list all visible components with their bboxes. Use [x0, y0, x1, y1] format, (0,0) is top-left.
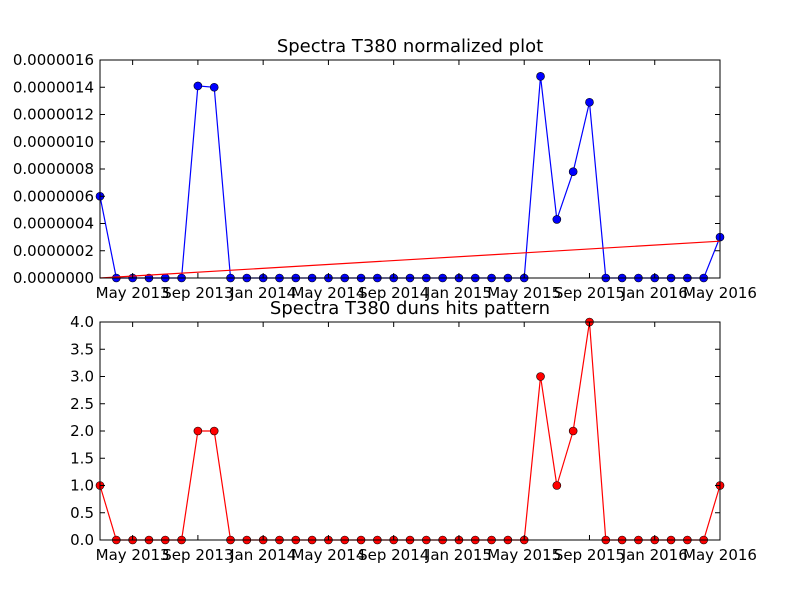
x-tick-label: May 2013 [96, 284, 170, 302]
y-tick-label: 0.5 [70, 504, 94, 522]
chart-title: Spectra T380 duns hits pattern [270, 298, 550, 319]
axes-frame [99, 321, 721, 541]
chart-normalized-plot: Spectra T380 normalized plot 0.00000000.… [13, 36, 757, 302]
data-point [568, 426, 578, 436]
x-tick-label: May 2013 [96, 546, 170, 564]
y-tick-label: 0.0000014 [13, 78, 94, 96]
x-tick-label: Jan 2015 [425, 546, 492, 564]
axes-frame [99, 59, 721, 279]
y-tick-label: 0.0000002 [13, 242, 94, 260]
x-tick-label: May 2014 [291, 284, 365, 302]
axes: 0.0000000 0.0000002 0.0000004 0.0000006 0.00… [13, 51, 757, 302]
chart-title: Spectra T380 normalized plot [277, 36, 543, 57]
x-tick-label: May 2016 [683, 546, 757, 564]
y-tick-label: 0.0000000 [13, 269, 94, 287]
chart-duns-hits-pattern: Spectra T380 duns hits pattern 0.0 0.5 1.0… [70, 298, 757, 564]
y-tick-label: 3.0 [70, 368, 94, 386]
data-point [209, 426, 219, 436]
y-tick-label: 1.5 [70, 449, 94, 467]
x-tick-label: May 2014 [291, 546, 365, 564]
y-tick-label: 0.0000004 [13, 215, 94, 233]
y-tick-label: 0.0000008 [13, 160, 94, 178]
x-tick-label: Jan 2016 [621, 546, 688, 564]
x-tick-label: Sep 2014 [358, 284, 429, 302]
y-tick-label: 0.0 [70, 531, 94, 549]
data-point [552, 481, 562, 490]
y-tick-label: 4.0 [70, 313, 94, 331]
y-tick-label: 0.0000006 [13, 187, 94, 205]
data-point [552, 215, 562, 224]
y-tick-label: 0.0000016 [13, 51, 94, 69]
data-point [209, 82, 219, 92]
x-tick-label: May 2015 [487, 284, 561, 302]
x-tick-label: May 2016 [683, 284, 757, 302]
x-tick-label: Jan 2014 [229, 284, 296, 302]
x-tick-label: May 2015 [487, 546, 561, 564]
y-tick-label: 2.0 [70, 422, 94, 440]
x-tick-label: Sep 2013 [162, 284, 233, 302]
x-tick-label: Jan 2015 [425, 284, 492, 302]
y-tick-label: 0.0000010 [13, 133, 94, 151]
x-tick-label: Jan 2014 [229, 546, 296, 564]
data-point [585, 97, 594, 107]
x-tick-label: Sep 2015 [554, 284, 625, 302]
data-point [193, 426, 203, 436]
y-tick-label: 3.5 [70, 340, 94, 358]
x-tick-label: Jan 2016 [621, 284, 688, 302]
data-point [536, 72, 545, 81]
data-point [193, 81, 203, 91]
data-point [536, 372, 545, 381]
data-point [568, 167, 578, 177]
x-tick-label: Sep 2015 [554, 546, 625, 564]
series-line [99, 240, 721, 279]
x-tick-label: Sep 2014 [358, 546, 429, 564]
x-tick-label: Sep 2013 [162, 546, 233, 564]
y-tick-label: 2.5 [70, 395, 94, 413]
y-tick-label: 1.0 [70, 477, 94, 495]
y-tick-label: 0.0000012 [13, 106, 94, 124]
